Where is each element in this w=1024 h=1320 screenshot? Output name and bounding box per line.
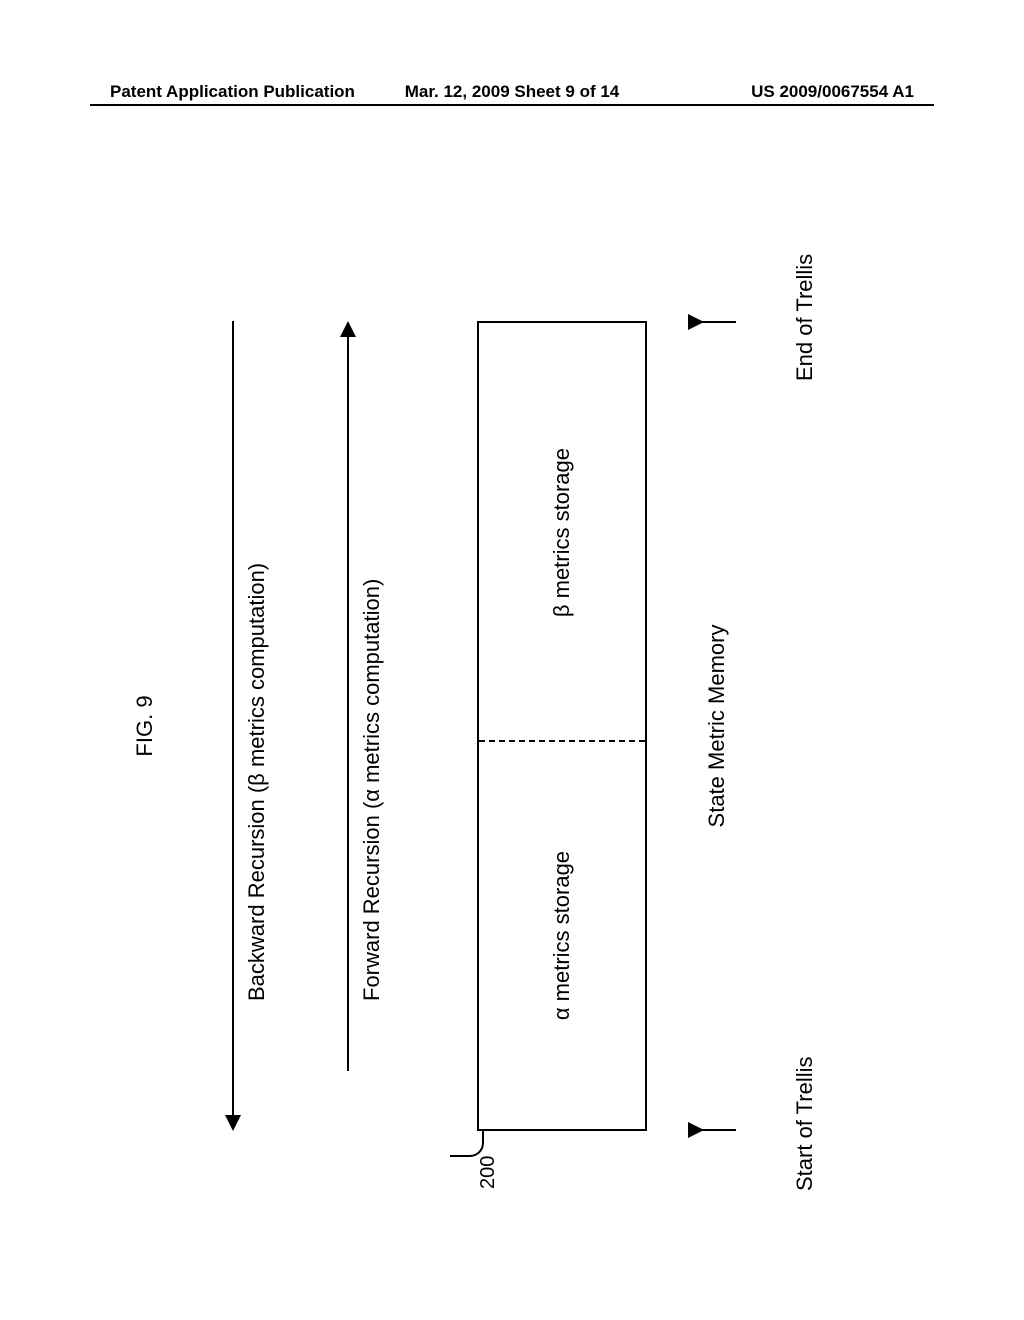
end-trellis-arrowhead (688, 314, 704, 330)
header-date-sheet: Mar. 12, 2009 Sheet 9 of 14 (405, 82, 620, 102)
diagram-rotated: FIG. 9 Backward Recursion (β metrics com… (132, 191, 892, 1261)
alpha-storage-label: α metrics storage (549, 851, 575, 1020)
forward-recursion-label: Forward Recursion (α metrics computation… (359, 579, 385, 1001)
backward-recursion-label: Backward Recursion (β metrics computatio… (244, 563, 270, 1001)
end-trellis-tick (702, 321, 736, 323)
backward-arrow-line (232, 321, 234, 1115)
backward-arrow-head (225, 1115, 241, 1131)
start-trellis-tick (702, 1129, 736, 1131)
header-publication: Patent Application Publication (110, 82, 355, 102)
diagram-canvas: FIG. 9 Backward Recursion (β metrics com… (132, 191, 892, 1261)
figure-label: FIG. 9 (132, 695, 158, 756)
forward-arrow-head (340, 321, 356, 337)
state-metric-memory-caption: State Metric Memory (704, 625, 730, 828)
header-rule (90, 104, 934, 106)
header-pubnum: US 2009/0067554 A1 (751, 82, 914, 102)
beta-storage-label: β metrics storage (549, 448, 575, 617)
start-of-trellis-label: Start of Trellis (792, 1057, 818, 1191)
end-of-trellis-label: End of Trellis (792, 254, 818, 381)
forward-arrow-line (347, 337, 349, 1071)
ref-bracket-icon (450, 1131, 484, 1157)
state-metric-memory-box: α metrics storage β metrics storage (477, 321, 647, 1131)
ref-number: 200 (477, 1156, 500, 1189)
start-trellis-arrowhead (688, 1122, 704, 1138)
